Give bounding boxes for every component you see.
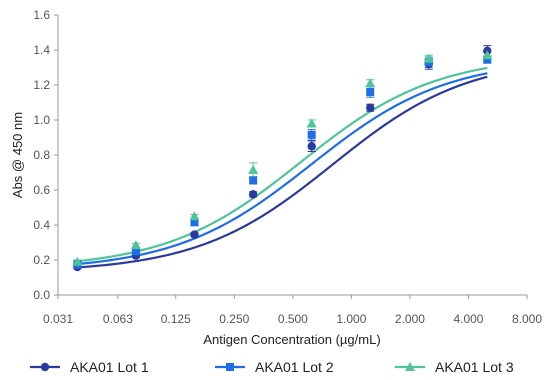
y-tick-label: 1.0 xyxy=(33,113,50,127)
y-tick-label: 1.6 xyxy=(33,8,50,22)
data-points xyxy=(72,46,493,272)
legend-item-series-2: AKA01 Lot 2 xyxy=(215,359,334,375)
y-tick-label: 0.4 xyxy=(33,218,50,232)
data-point-series-2 xyxy=(131,247,140,256)
x-axis-label: Antigen Concentration (µg/mL) xyxy=(203,332,380,347)
data-point-series-3 xyxy=(482,50,493,60)
y-axis-label: Abs @ 450 nm xyxy=(10,112,25,198)
data-point-series-3 xyxy=(189,211,200,221)
x-tick-label: 0.250 xyxy=(219,312,249,326)
legend-label: AKA01 Lot 3 xyxy=(435,359,514,375)
x-tick-label: 0.063 xyxy=(103,312,133,326)
y-tick-label: 1.4 xyxy=(33,43,50,57)
y-tick-labels: 0.0 0.2 0.4 0.6 0.8 1.0 1.2 1.4 1.6 xyxy=(33,8,58,302)
data-point-series-3 xyxy=(365,78,376,88)
x-tick-label: 0.125 xyxy=(161,312,191,326)
error-bars xyxy=(73,45,492,270)
legend-marker xyxy=(405,362,415,371)
fit-curve-series-1 xyxy=(77,75,488,269)
fit-curves xyxy=(77,66,488,269)
legend-marker xyxy=(226,363,234,371)
data-point-series-2 xyxy=(249,176,258,185)
legend-marker xyxy=(40,362,50,372)
data-point-series-1 xyxy=(248,190,258,199)
x-tick-label: 4.000 xyxy=(453,312,483,326)
data-point-series-3 xyxy=(248,164,259,174)
data-point-series-3 xyxy=(423,53,434,63)
legend-label: AKA01 Lot 2 xyxy=(255,359,334,375)
plot-area: 0.00.20.40.60.81.01.21.41.6 0.031 0.063 0.… xyxy=(33,8,542,326)
fit-curve-series-3 xyxy=(77,66,488,263)
x-tick-label: 0.500 xyxy=(278,312,308,326)
y-tick-label: 0.2 xyxy=(33,253,50,267)
y-tick-label: 0.8 xyxy=(33,148,50,162)
y-tick-label: 1.2 xyxy=(33,78,50,92)
data-point-series-1 xyxy=(366,103,375,112)
data-point-series-2 xyxy=(483,55,492,64)
legend-item-series-3: AKA01 Lot 3 xyxy=(395,359,514,375)
data-point-series-2 xyxy=(307,130,316,139)
data-point-series-1 xyxy=(307,142,316,151)
legend-label: AKA01 Lot 1 xyxy=(70,359,149,375)
legend: AKA01 Lot 1 AKA01 Lot 2 AKA01 Lot 3 xyxy=(30,359,514,375)
data-point-series-3 xyxy=(72,256,83,266)
data-point-series-2 xyxy=(366,88,375,96)
x-tick-label: 2.000 xyxy=(395,312,425,326)
legend-item-series-1: AKA01 Lot 1 xyxy=(30,359,149,375)
x-tick-label: 1.000 xyxy=(336,312,366,326)
y-tick-label: 0.0 xyxy=(33,288,50,302)
data-point-series-3 xyxy=(130,240,141,250)
data-point-series-2 xyxy=(190,218,199,227)
x-tick-label: 0.031 xyxy=(43,312,73,326)
fit-curve-series-2 xyxy=(77,72,488,266)
y-tick-label: 0.6 xyxy=(33,183,50,197)
x-tick-label: 8.000 xyxy=(512,312,542,326)
data-point-series-3 xyxy=(306,118,317,128)
x-tick-labels: 0.031 0.063 0.125 0.250 0.500 1.000 2.000 4.000… xyxy=(43,295,542,326)
data-point-series-1 xyxy=(190,230,199,239)
